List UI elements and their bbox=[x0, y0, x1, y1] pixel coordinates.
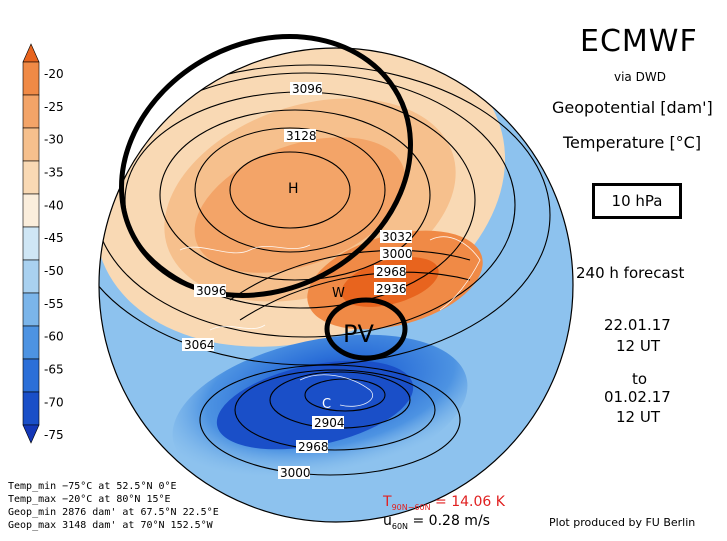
time-from: 12 UT bbox=[616, 337, 660, 355]
colorbar-tick-label: -60 bbox=[44, 330, 64, 344]
warm-label: W bbox=[332, 286, 345, 301]
stat-geop-min: Geop_min 2876 dam' at 67.5°N 22.5°E bbox=[8, 507, 219, 518]
coastlines bbox=[179, 236, 481, 407]
date-from: 22.01.17 bbox=[604, 316, 671, 334]
colorbar-tick-label: -75 bbox=[44, 428, 64, 442]
colorbar-tick-label: -25 bbox=[44, 100, 64, 114]
contour-label: 3096 bbox=[292, 82, 323, 96]
u-value: = 0.28 m/s bbox=[412, 513, 490, 529]
high-pressure-annotation bbox=[119, 34, 413, 298]
contour-label-bg bbox=[296, 440, 328, 453]
date-to: 01.02.17 bbox=[604, 388, 671, 406]
temperature-colorbar: -20 -25 -30 -35 -40 -45 -50 -55 -60 -65 -70 -75 bbox=[22, 43, 64, 444]
contour-label-bg bbox=[284, 129, 316, 142]
contour-label: 3000 bbox=[280, 466, 311, 480]
contour-label-bg bbox=[182, 338, 214, 351]
source-label: via DWD bbox=[614, 70, 666, 84]
colorbar-tick-label: -20 bbox=[44, 67, 64, 81]
contour-label: 2968 bbox=[376, 265, 407, 279]
map-boundary bbox=[98, 47, 574, 523]
colorbar-tick-label: -70 bbox=[44, 395, 64, 409]
t-value: = 14.06 K bbox=[435, 494, 505, 510]
contour-label: 3128 bbox=[286, 129, 317, 143]
colorbar-tick-label: -35 bbox=[44, 166, 64, 180]
contour-label: 3096 bbox=[196, 284, 227, 298]
model-title: ECMWF bbox=[580, 24, 698, 59]
forecast-label: 240 h forecast bbox=[576, 264, 685, 282]
colorbar-tick-label: -30 bbox=[44, 133, 64, 147]
contour-label: 3064 bbox=[184, 338, 215, 352]
colorbar-tick-label: -40 bbox=[44, 198, 64, 212]
pv-label: PV bbox=[343, 320, 374, 348]
to-label: to bbox=[632, 370, 648, 388]
t-sub: 90N−60N bbox=[391, 502, 431, 512]
temperature-index: T90N−60N = 14.06 K bbox=[383, 494, 505, 512]
u-label: u bbox=[383, 513, 392, 529]
t-label: T bbox=[383, 494, 392, 510]
contour-label: 3000 bbox=[382, 247, 413, 261]
contour-label-bg bbox=[312, 416, 344, 429]
contour-label-bg bbox=[380, 247, 412, 260]
colorbar-bottom-arrow bbox=[22, 424, 40, 444]
stats-block: Temp_min −75°C at 52.5°N 0°E Temp_max −20… bbox=[8, 480, 219, 532]
contour-label-bg bbox=[194, 284, 226, 297]
stat-temp-min: Temp_min −75°C at 52.5°N 0°E bbox=[8, 481, 177, 492]
contour-label: 2936 bbox=[376, 282, 407, 296]
colorbar-tick-label: -55 bbox=[44, 297, 64, 311]
contour-label-bg bbox=[290, 82, 322, 95]
wind-index: u60N = 0.28 m/s bbox=[383, 513, 490, 531]
pressure-level-box: 10 hPa bbox=[592, 183, 682, 219]
credit: Plot produced by FU Berlin bbox=[549, 516, 696, 529]
colorbar-tick-label: -50 bbox=[44, 264, 64, 278]
stat-geop-max: Geop_max 3148 dam' at 70°N 152.5°W bbox=[8, 520, 213, 531]
contour-label-bg bbox=[374, 282, 406, 295]
colorbar-tick-label: -45 bbox=[44, 231, 64, 245]
cold-label: C bbox=[322, 397, 331, 412]
pv-annotation bbox=[324, 297, 408, 361]
stat-temp-max: Temp_max −20°C at 80°N 15°E bbox=[8, 494, 171, 505]
high-label: H bbox=[288, 181, 299, 197]
u-sub: 60N bbox=[391, 521, 409, 531]
contour-label-bg bbox=[374, 265, 406, 278]
time-to: 12 UT bbox=[616, 408, 660, 426]
contour-label-bg bbox=[278, 466, 310, 479]
warm-region-inner bbox=[194, 137, 406, 273]
field-temperature: Temperature [°C] bbox=[563, 133, 702, 152]
geopotential-contours bbox=[99, 64, 551, 476]
contour-label-bg bbox=[380, 230, 412, 243]
colorbar-tick-label: -65 bbox=[44, 363, 64, 377]
map-disk bbox=[99, 48, 573, 522]
contour-label: 2968 bbox=[298, 440, 329, 454]
contour-label: 3032 bbox=[382, 230, 413, 244]
contour-label: 2904 bbox=[314, 416, 345, 430]
field-geopotential: Geopotential [dam'] bbox=[552, 98, 713, 117]
